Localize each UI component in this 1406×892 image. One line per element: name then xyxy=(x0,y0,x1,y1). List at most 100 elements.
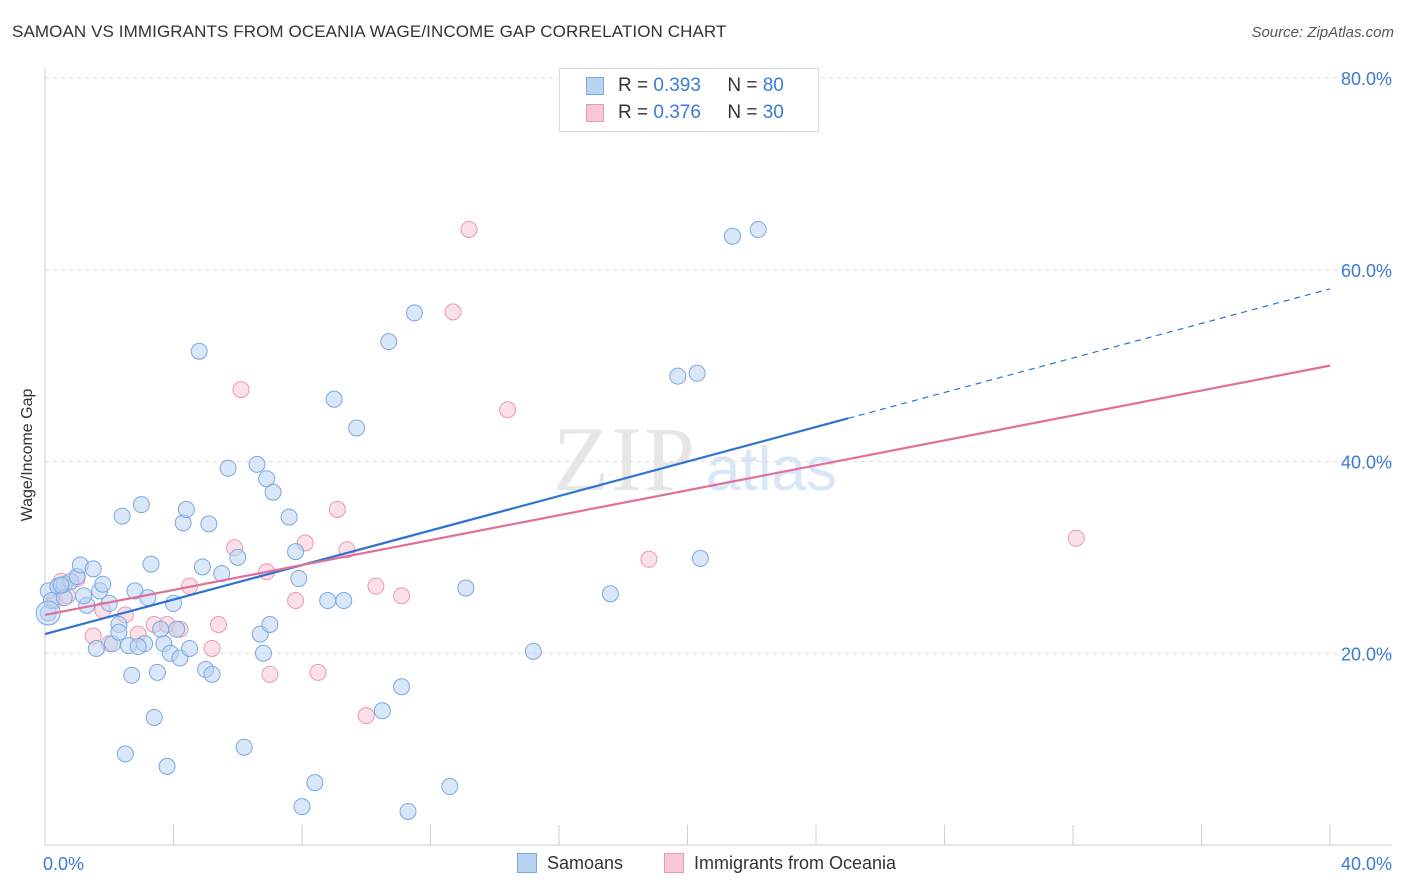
axes xyxy=(44,68,1392,846)
bottom-legend-label-oceania: Immigrants from Oceania xyxy=(694,853,897,873)
point-samoans xyxy=(129,638,147,656)
point-samoans xyxy=(142,555,160,573)
point-oceania xyxy=(444,303,462,321)
point-samoans xyxy=(405,304,423,322)
bottom-legend-swatch-samoans xyxy=(517,853,537,873)
watermark-atlas: atlas xyxy=(706,435,837,504)
trend-line-samoans xyxy=(44,417,849,636)
chart-title: SAMOAN VS IMMIGRANTS FROM OCEANIA WAGE/I… xyxy=(12,22,727,41)
point-samoans xyxy=(229,548,247,566)
legend-n-value: 80 xyxy=(762,75,784,96)
y-tick-label: 20.0% xyxy=(1341,644,1392,664)
point-samoans xyxy=(280,508,298,526)
bottom-legend-swatch-oceania xyxy=(664,853,684,873)
point-oceania xyxy=(393,587,411,605)
point-oceania xyxy=(640,550,658,568)
correlation-legend: R = 0.393 N = 80 R = 0.376 N = 30 xyxy=(559,68,819,132)
point-samoans xyxy=(52,576,70,594)
point-samoans xyxy=(319,592,337,610)
point-samoans xyxy=(348,419,366,437)
y-tick-label: 40.0% xyxy=(1341,453,1392,473)
legend-r-value: 0.393 xyxy=(653,75,701,96)
grid-lines xyxy=(45,77,1392,654)
point-samoans xyxy=(203,665,221,683)
point-samoans xyxy=(380,333,398,351)
point-samoans xyxy=(235,738,253,756)
point-samoans xyxy=(190,342,208,360)
point-samoans xyxy=(669,367,687,385)
legend-text-samoans: R = 0.393 N = 80 xyxy=(618,75,784,97)
legend-n-label: N = xyxy=(727,75,758,96)
point-samoans xyxy=(306,774,324,792)
y-tick-label: 60.0% xyxy=(1341,261,1392,281)
point-samoans xyxy=(145,708,163,726)
point-samoans xyxy=(110,623,128,641)
point-samoans xyxy=(254,644,272,662)
trend-lines xyxy=(44,288,1331,636)
point-samoans xyxy=(94,575,112,593)
point-samoans xyxy=(441,778,459,796)
x-tick-label-max: 40.0% xyxy=(1341,854,1392,874)
point-samoans xyxy=(399,802,417,820)
point-samoans xyxy=(200,515,218,533)
point-oceania xyxy=(499,401,517,419)
point-oceania xyxy=(309,663,327,681)
point-samoans xyxy=(287,543,305,561)
point-samoans xyxy=(113,507,131,525)
point-oceania xyxy=(328,500,346,518)
bottom-legend-label-samoans: Samoans xyxy=(547,853,624,873)
legend-n-label: N = xyxy=(727,102,758,123)
point-samoans xyxy=(393,678,411,696)
trend-line-samoans-extension xyxy=(847,288,1331,419)
legend-r-value: 0.376 xyxy=(653,102,701,123)
watermark-zip: ZIP xyxy=(553,408,697,510)
point-samoans xyxy=(193,558,211,576)
y-tick-label: 80.0% xyxy=(1341,69,1392,89)
point-oceania xyxy=(209,615,227,633)
point-oceania xyxy=(232,381,250,399)
point-samoans xyxy=(87,639,105,657)
point-samoans xyxy=(264,483,282,501)
point-samoans xyxy=(290,569,308,587)
point-samoans xyxy=(123,666,141,684)
legend-n-value: 30 xyxy=(762,102,784,123)
point-samoans xyxy=(325,390,343,408)
point-samoans xyxy=(139,589,157,607)
point-oceania xyxy=(357,707,375,725)
tick-labels: 20.0% 40.0% 60.0% 80.0% 0.0% 40.0% xyxy=(43,69,1392,874)
point-samoans xyxy=(373,702,391,720)
point-samoans xyxy=(601,585,619,603)
point-oceania xyxy=(261,665,279,683)
point-samoans xyxy=(181,639,199,657)
chart-source: Source: ZipAtlas.com xyxy=(1251,24,1394,41)
legend-swatch-oceania xyxy=(586,104,604,122)
point-samoans xyxy=(219,459,237,477)
point-samoans xyxy=(293,798,311,816)
legend-swatch-samoans xyxy=(586,77,604,95)
point-samoans xyxy=(248,455,266,473)
point-samoans xyxy=(75,587,93,605)
point-samoans xyxy=(168,620,186,638)
legend-r-label: R = xyxy=(618,75,649,96)
x-tick-label-min: 0.0% xyxy=(43,854,84,874)
trend-line-oceania xyxy=(44,364,1331,616)
point-oceania xyxy=(460,220,478,238)
point-samoans xyxy=(152,620,170,638)
point-oceania xyxy=(367,577,385,595)
point-samoans xyxy=(177,500,195,518)
point-samoans xyxy=(84,560,102,578)
point-samoans xyxy=(457,579,475,597)
point-samoans xyxy=(749,220,767,238)
point-samoans xyxy=(688,364,706,382)
point-samoans xyxy=(723,227,741,245)
point-samoans xyxy=(691,549,709,567)
point-samoans xyxy=(261,615,279,633)
point-samoans xyxy=(524,642,542,660)
legend-r-label: R = xyxy=(618,102,649,123)
point-oceania xyxy=(287,592,305,610)
point-oceania xyxy=(1067,529,1085,547)
point-oceania xyxy=(203,639,221,657)
point-samoans xyxy=(335,592,353,610)
legend-text-oceania: R = 0.376 N = 30 xyxy=(618,102,784,124)
